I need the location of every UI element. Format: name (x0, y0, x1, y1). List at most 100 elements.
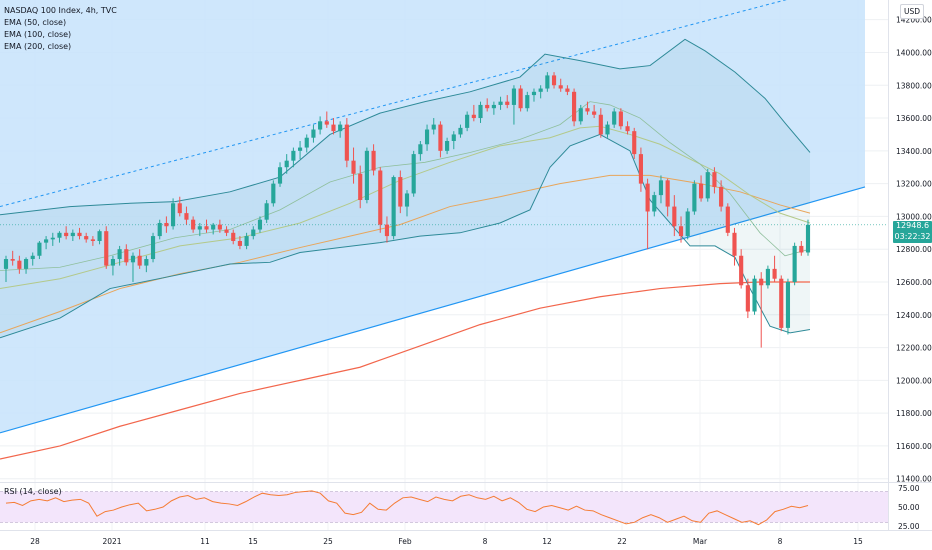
candle-body (672, 206, 677, 227)
candle-body (759, 278, 764, 286)
candle-body (384, 224, 390, 237)
y-tick-label: 12000.00 (896, 376, 932, 385)
candle-body (451, 134, 456, 141)
candle-body (585, 108, 590, 112)
candle-body (10, 259, 15, 261)
candle-body (732, 232, 737, 256)
candle-body (77, 232, 82, 237)
candle-body (424, 129, 430, 145)
candle-body (765, 268, 770, 286)
candle-body (104, 231, 109, 266)
y-tick-label: 13400.00 (896, 147, 932, 156)
last-price-value: 12948.6 (895, 221, 930, 230)
candle-body (692, 183, 697, 212)
candle-body (291, 150, 296, 161)
candle-body (525, 95, 530, 109)
candle-body (578, 108, 583, 122)
candle-body (772, 268, 777, 279)
candle-body (565, 88, 570, 92)
candle-body (511, 88, 517, 105)
candle-body (805, 224, 811, 253)
x-tick-label: 8 (778, 537, 783, 546)
candle-body (191, 219, 196, 230)
candle-body (404, 193, 410, 207)
candle-body (364, 150, 369, 201)
candle-body (465, 114, 470, 128)
legend-ema50[interactable]: EMA (50, close) (4, 18, 67, 27)
y-tick-label: 12800.00 (896, 245, 932, 254)
candle-body (665, 180, 670, 207)
candle-body (792, 245, 797, 282)
y-tick-label: 11400.00 (896, 475, 932, 484)
rsi-legend[interactable]: RSI (14, close) (4, 487, 62, 496)
candle-body (157, 222, 162, 237)
rsi-panel (0, 490, 888, 526)
y-tick-label: 12200.00 (896, 344, 932, 353)
candle-body (652, 195, 657, 212)
candle-body (224, 229, 229, 233)
candle-body (70, 232, 75, 237)
candle-body (645, 183, 650, 212)
candle-body (338, 124, 343, 132)
candle-body (44, 239, 49, 243)
candle-body (251, 229, 256, 237)
candle-body (371, 150, 376, 171)
legend-ema200[interactable]: EMA (200, close) (4, 42, 72, 51)
candle-body (184, 213, 189, 220)
ema200-line (0, 281, 810, 460)
candle-body (458, 127, 463, 135)
candle-body (171, 203, 176, 227)
candle-body (351, 160, 356, 174)
candle-body (204, 226, 209, 230)
rsi-band (0, 491, 888, 523)
candle-body (678, 226, 684, 237)
candle-body (90, 239, 95, 241)
candle-body (752, 278, 757, 312)
legend-ema100[interactable]: EMA (100, close) (4, 30, 72, 39)
candle-body (618, 111, 623, 127)
candle-body (137, 255, 142, 266)
bollinger-fill (0, 39, 810, 338)
x-tick-label: 8 (483, 537, 488, 546)
x-tick-label: 15 (853, 537, 863, 546)
candle-body (37, 242, 42, 256)
candle-body (217, 224, 222, 230)
candle-body (23, 259, 29, 269)
last-price-tag: 12948.6 03:22:32 (893, 221, 932, 243)
candle-body (237, 241, 242, 246)
candle-body (638, 154, 643, 184)
channel-lower-line (0, 186, 866, 434)
candle-body (324, 121, 329, 125)
candle-body (130, 255, 136, 263)
candle-body (117, 249, 122, 260)
candle-body (598, 114, 603, 135)
candle-body (211, 224, 216, 230)
candle-body (57, 232, 62, 238)
x-tick-label: 2021 (102, 537, 121, 546)
candle-body (558, 85, 563, 89)
y-tick-label: 12600.00 (896, 278, 932, 287)
rsi-tick-label: 25.00 (898, 522, 920, 531)
candle-body (725, 206, 730, 233)
candle-body (344, 124, 349, 161)
currency-button[interactable]: USD (900, 4, 924, 19)
rsi-tick-label: 75.00 (898, 484, 920, 493)
candle-body (150, 236, 156, 260)
candle-body (271, 183, 276, 204)
candle-body (698, 183, 704, 199)
candle-body (177, 203, 182, 214)
candle-body (197, 226, 202, 230)
candle-body (17, 260, 22, 269)
candle-body (318, 121, 323, 130)
candle-body (538, 88, 543, 92)
candle-body (471, 114, 476, 119)
x-tick-label: 25 (323, 537, 333, 546)
candle-body (712, 172, 717, 187)
bollinger-upper-line (0, 38, 811, 216)
x-tick-label: 12 (542, 537, 552, 546)
candle-body (277, 167, 283, 184)
candle-body (311, 129, 316, 138)
candle-body (164, 222, 169, 227)
